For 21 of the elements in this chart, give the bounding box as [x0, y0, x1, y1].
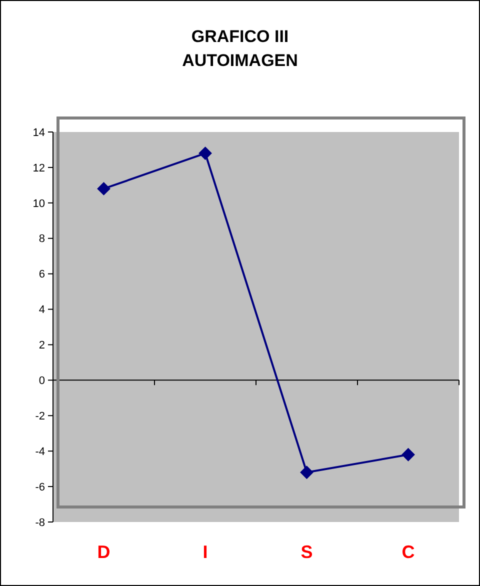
y-tick-label: 2 [38, 340, 45, 352]
y-tick-label: 12 [32, 162, 45, 174]
y-tick-label: 0 [38, 375, 45, 388]
y-tick-label: -2 [35, 410, 45, 422]
chart-title: GRAFICO III AUTOIMAGEN [182, 27, 298, 70]
y-tick-label: -8 [35, 516, 45, 529]
point [198, 146, 212, 160]
y-tick-label: 8 [38, 233, 45, 246]
point [97, 182, 110, 196]
y-tick-label: 4 [38, 304, 45, 316]
y-tick-label: -4 [35, 446, 45, 458]
y-tick-label: 10 [32, 198, 45, 210]
x-tick-label: C [402, 542, 415, 562]
point [402, 448, 415, 462]
y-tick-label: -6 [35, 481, 45, 494]
x-tick-label: S [300, 542, 313, 562]
x-tick-label: I [202, 542, 208, 562]
y-tick-label: 14 [32, 126, 45, 139]
y-tick-label: 6 [38, 268, 45, 281]
point [300, 466, 314, 479]
x-tick-label: D [97, 542, 110, 562]
